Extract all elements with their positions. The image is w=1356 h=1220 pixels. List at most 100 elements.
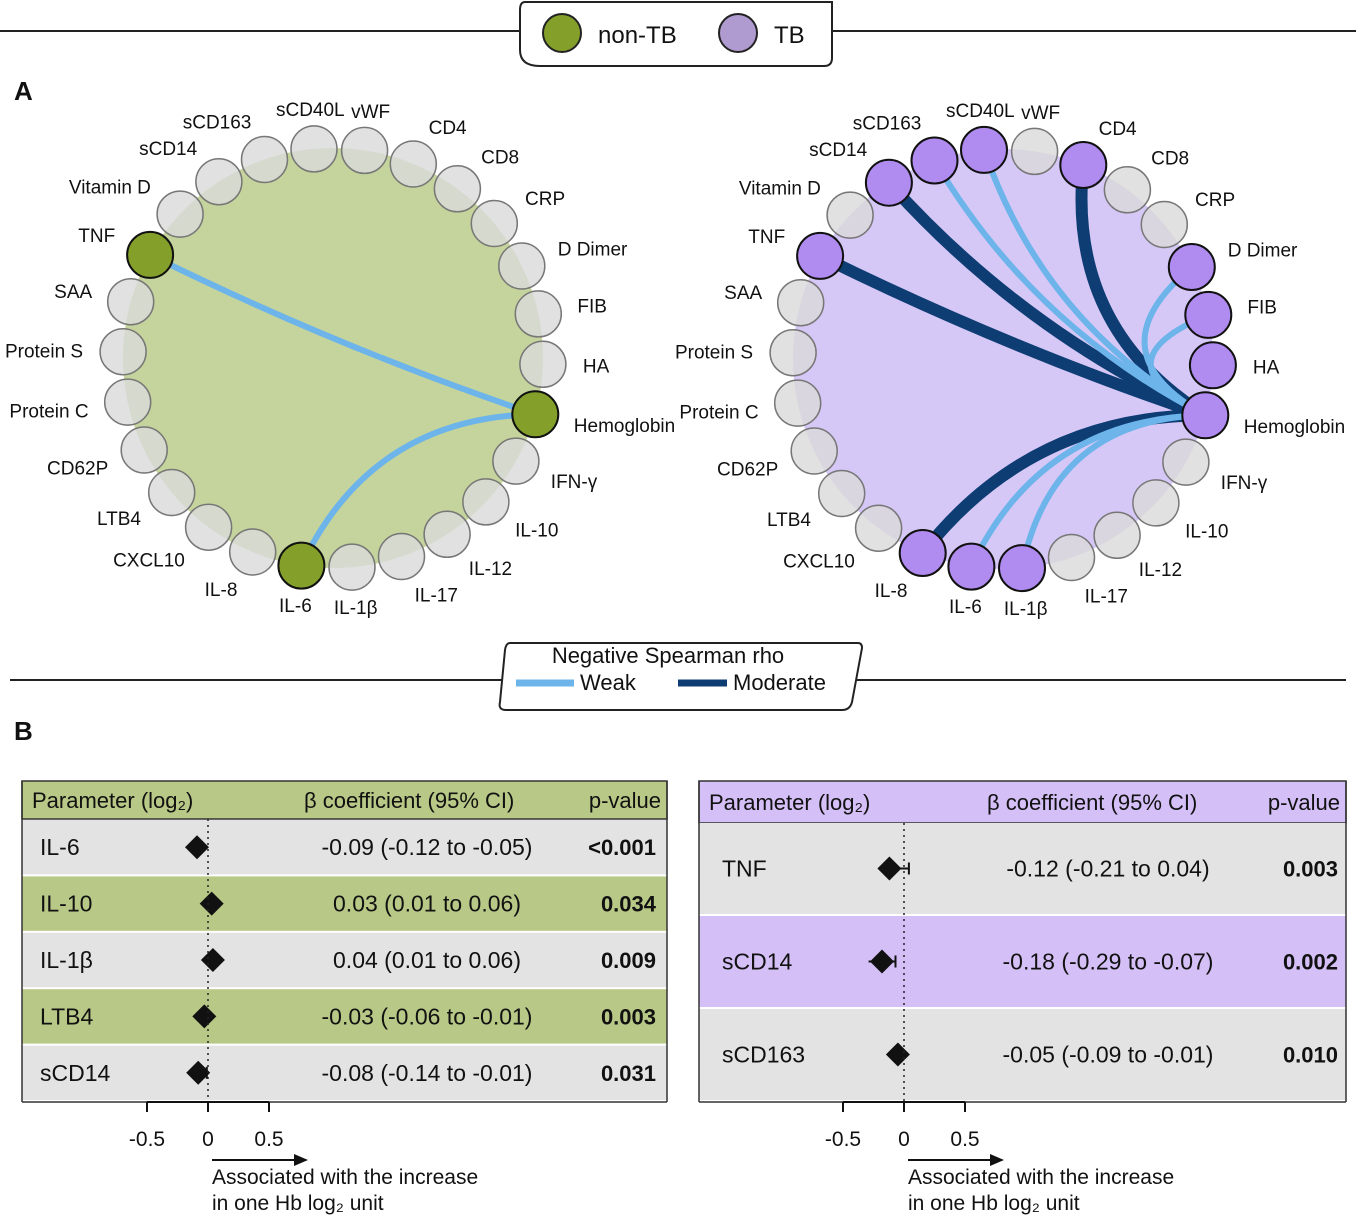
node-crp xyxy=(1140,200,1189,249)
node-label-protein-c: Protein C xyxy=(679,403,758,424)
edge-legend-moderate-label: Moderate xyxy=(733,670,826,695)
row-parameter-scd14: sCD14 xyxy=(722,949,793,975)
node-label-protein-s: Protein S xyxy=(5,342,83,363)
row-pvalue-scd14: 0.002 xyxy=(1283,950,1338,975)
node-cxcl10 xyxy=(184,503,233,551)
node-label-scd14: sCD14 xyxy=(139,139,198,160)
node-label-cd62p: CD62P xyxy=(717,460,778,481)
node-label-tnf: TNF xyxy=(78,226,115,247)
edge-il-6-hemoglobin xyxy=(298,411,539,569)
node-label-fib: FIB xyxy=(1247,298,1277,319)
x-tick-label: 0 xyxy=(898,1128,910,1151)
x-tick-label: 0 xyxy=(202,1128,214,1151)
beta-marker-scd163 xyxy=(885,1042,910,1067)
node-label-cxcl10: CXCL10 xyxy=(783,551,855,572)
row-parameter-scd14: sCD14 xyxy=(40,1060,111,1086)
node-vitamin-d xyxy=(156,190,204,238)
table-row-bg xyxy=(699,823,1346,914)
node-cd62p xyxy=(790,427,838,475)
node-il-12 xyxy=(1093,511,1141,560)
row-coefficient-scd14: -0.08 (-0.14 to -0.01) xyxy=(322,1060,533,1086)
row-parameter-scd163: sCD163 xyxy=(722,1042,805,1068)
direction-arrow-head xyxy=(294,1154,308,1166)
row-coefficient-ltb4: -0.03 (-0.06 to -0.01) xyxy=(322,1003,533,1029)
node-label-hemoglobin: Hemoglobin xyxy=(1244,417,1345,438)
table-header-bg xyxy=(698,780,1347,824)
node-label-d-dimer: D Dimer xyxy=(1228,241,1298,262)
edge-legend-weak-label: Weak xyxy=(580,670,637,695)
node-label-il-12: IL-12 xyxy=(469,559,512,580)
node-ltb4 xyxy=(147,468,196,517)
beta-marker-il-10 xyxy=(199,891,224,916)
node-vitamin-d xyxy=(826,191,874,239)
network-background-tb xyxy=(793,149,1213,569)
group-legend-box xyxy=(519,1,833,67)
row-coefficient-scd163: -0.05 (-0.09 to -0.01) xyxy=(1003,1042,1214,1068)
node-label-vwf: vWF xyxy=(351,102,390,123)
row-pvalue-il-1beta: 0.009 xyxy=(601,948,656,973)
node-protein-c xyxy=(103,378,152,426)
row-coefficient-tnf: -0.12 (-0.21 to 0.04) xyxy=(1006,856,1209,882)
row-pvalue-scd163: 0.010 xyxy=(1283,1043,1338,1068)
node-label-cd62p: CD62P xyxy=(47,459,108,480)
node-protein-c xyxy=(773,379,822,427)
node-il-6 xyxy=(947,542,996,591)
node-il-8 xyxy=(228,528,277,576)
table-row-bg xyxy=(22,1045,667,1100)
header-parameter: Parameter (log₂) xyxy=(709,790,870,815)
legend-non-tb-label: non-TB xyxy=(598,22,677,49)
x-tick-label: 0.5 xyxy=(950,1128,979,1151)
table-row-bg xyxy=(699,916,1346,1007)
node-cd4 xyxy=(389,140,438,188)
node-label-ltb4: LTB4 xyxy=(767,510,811,531)
edge-tnf-hemoglobin xyxy=(814,249,1212,422)
beta-marker-scd14 xyxy=(186,1060,211,1085)
node-d-dimer xyxy=(1167,243,1216,291)
row-parameter-tnf: TNF xyxy=(722,856,767,882)
edge-legend-title: Negative Spearman rho xyxy=(552,643,784,668)
panel-b-label: B xyxy=(14,716,33,746)
node-il-1beta xyxy=(328,543,376,591)
node-scd14 xyxy=(864,158,913,207)
table-row-bg xyxy=(22,932,667,988)
node-tnf xyxy=(126,230,175,279)
node-ha xyxy=(1188,341,1237,390)
node-label-crp: CRP xyxy=(525,189,565,210)
node-d-dimer xyxy=(498,242,546,290)
node-tnf xyxy=(796,231,845,280)
node-il-12 xyxy=(423,510,471,559)
node-label-vitamin-d: Vitamin D xyxy=(69,178,151,199)
axis-note-line1: Associated with the increase xyxy=(908,1166,1174,1189)
node-il-1beta xyxy=(998,544,1046,593)
row-pvalue-il-6: <0.001 xyxy=(588,835,656,860)
node-il-10 xyxy=(462,478,510,526)
beta-marker-ltb4 xyxy=(192,1004,217,1029)
node-il-17 xyxy=(377,532,426,581)
node-label-hemoglobin: Hemoglobin xyxy=(574,416,675,437)
row-pvalue-il-10: 0.034 xyxy=(601,892,657,917)
node-il-10 xyxy=(1132,479,1180,527)
node-scd14 xyxy=(195,157,243,206)
node-saa xyxy=(776,278,825,327)
node-label-protein-c: Protein C xyxy=(9,402,88,423)
header-parameter: Parameter (log₂) xyxy=(32,788,193,813)
beta-marker-il-1beta xyxy=(200,948,225,972)
beta-marker-il-6 xyxy=(185,835,209,860)
node-label-scd40l: sCD40L xyxy=(276,100,345,121)
node-crp xyxy=(470,199,519,248)
node-label-il-1beta: IL-1β xyxy=(1004,599,1048,620)
axis-note-line2: in one Hb log₂ unit xyxy=(908,1192,1080,1215)
node-protein-s xyxy=(99,327,147,376)
legend-non-tb-swatch xyxy=(542,13,582,53)
row-parameter-ltb4: LTB4 xyxy=(40,1003,93,1029)
legend-tb-swatch xyxy=(718,13,758,53)
row-pvalue-scd14: 0.031 xyxy=(601,1061,656,1086)
forest-table-tb: Parameter (log₂) β coefficient (95% CI) p-… xyxy=(698,780,1347,1215)
x-tick-label: -0.5 xyxy=(825,1128,861,1151)
row-parameter-il-1beta: IL-1β xyxy=(40,947,93,973)
node-label-cd8: CD8 xyxy=(1151,149,1189,170)
node-label-il-10: IL-10 xyxy=(1185,521,1228,542)
table-row-bg xyxy=(22,876,667,931)
row-coefficient-il-10: 0.03 (0.01 to 0.06) xyxy=(333,891,521,917)
